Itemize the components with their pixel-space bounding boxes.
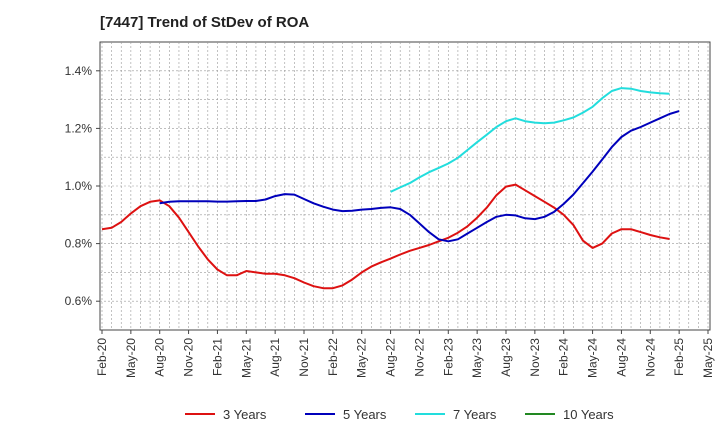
x-tick-label: Feb-24 (557, 338, 571, 376)
x-tick-label: Nov-20 (182, 338, 196, 377)
x-tick-label: May-21 (239, 338, 253, 378)
x-tick-label: May-24 (586, 338, 600, 378)
x-tick-label: May-22 (355, 338, 369, 378)
series-line-7-years (390, 87, 670, 193)
x-tick-label: Nov-23 (528, 338, 542, 377)
x-tick-label: May-25 (701, 338, 715, 378)
x-tick-label: May-20 (124, 338, 138, 378)
legend-label: 7 Years (453, 407, 497, 422)
x-tick-label: Aug-24 (614, 338, 628, 377)
x-tick-label: May-23 (470, 338, 484, 378)
x-tick-label: Feb-22 (326, 338, 340, 376)
series-line-3-years (101, 183, 670, 290)
x-tick-label: Aug-22 (384, 338, 398, 377)
x-tick-label: Nov-22 (412, 338, 426, 377)
y-tick-label: 1.4% (65, 64, 93, 78)
x-tick-label: Feb-23 (441, 338, 455, 376)
x-tick-label: Nov-21 (297, 338, 311, 377)
x-tick-label: Feb-21 (210, 338, 224, 376)
x-tick-label: Feb-20 (95, 338, 109, 376)
series-lines (101, 87, 680, 290)
legend-label: 10 Years (563, 407, 614, 422)
x-tick-label: Aug-20 (153, 338, 167, 377)
chart-title: [7447] Trend of StDev of ROA (100, 14, 310, 31)
x-tick-label: Aug-21 (268, 338, 282, 377)
y-axis-ticks: 0.6% 0.8% 1.0% 1.2% 1.4% (65, 64, 100, 308)
x-tick-label: Nov-24 (643, 338, 657, 377)
y-tick-label: 0.6% (65, 294, 93, 308)
y-tick-label: 1.0% (65, 179, 93, 193)
x-tick-label: Aug-23 (499, 338, 513, 377)
y-tick-label: 0.8% (65, 237, 93, 251)
x-tick-label: Feb-25 (672, 338, 686, 376)
y-tick-label: 1.2% (65, 121, 93, 135)
x-axis-ticks: Feb-20 May-20 Aug-20 Nov-20 Feb-21 May-21 Aug-… (95, 330, 715, 378)
legend-label: 3 Years (223, 407, 267, 422)
legend-label: 5 Years (343, 407, 387, 422)
series-line-5-years (159, 110, 680, 243)
legend: 3 Years 5 Years 7 Years 10 Years (185, 407, 614, 422)
